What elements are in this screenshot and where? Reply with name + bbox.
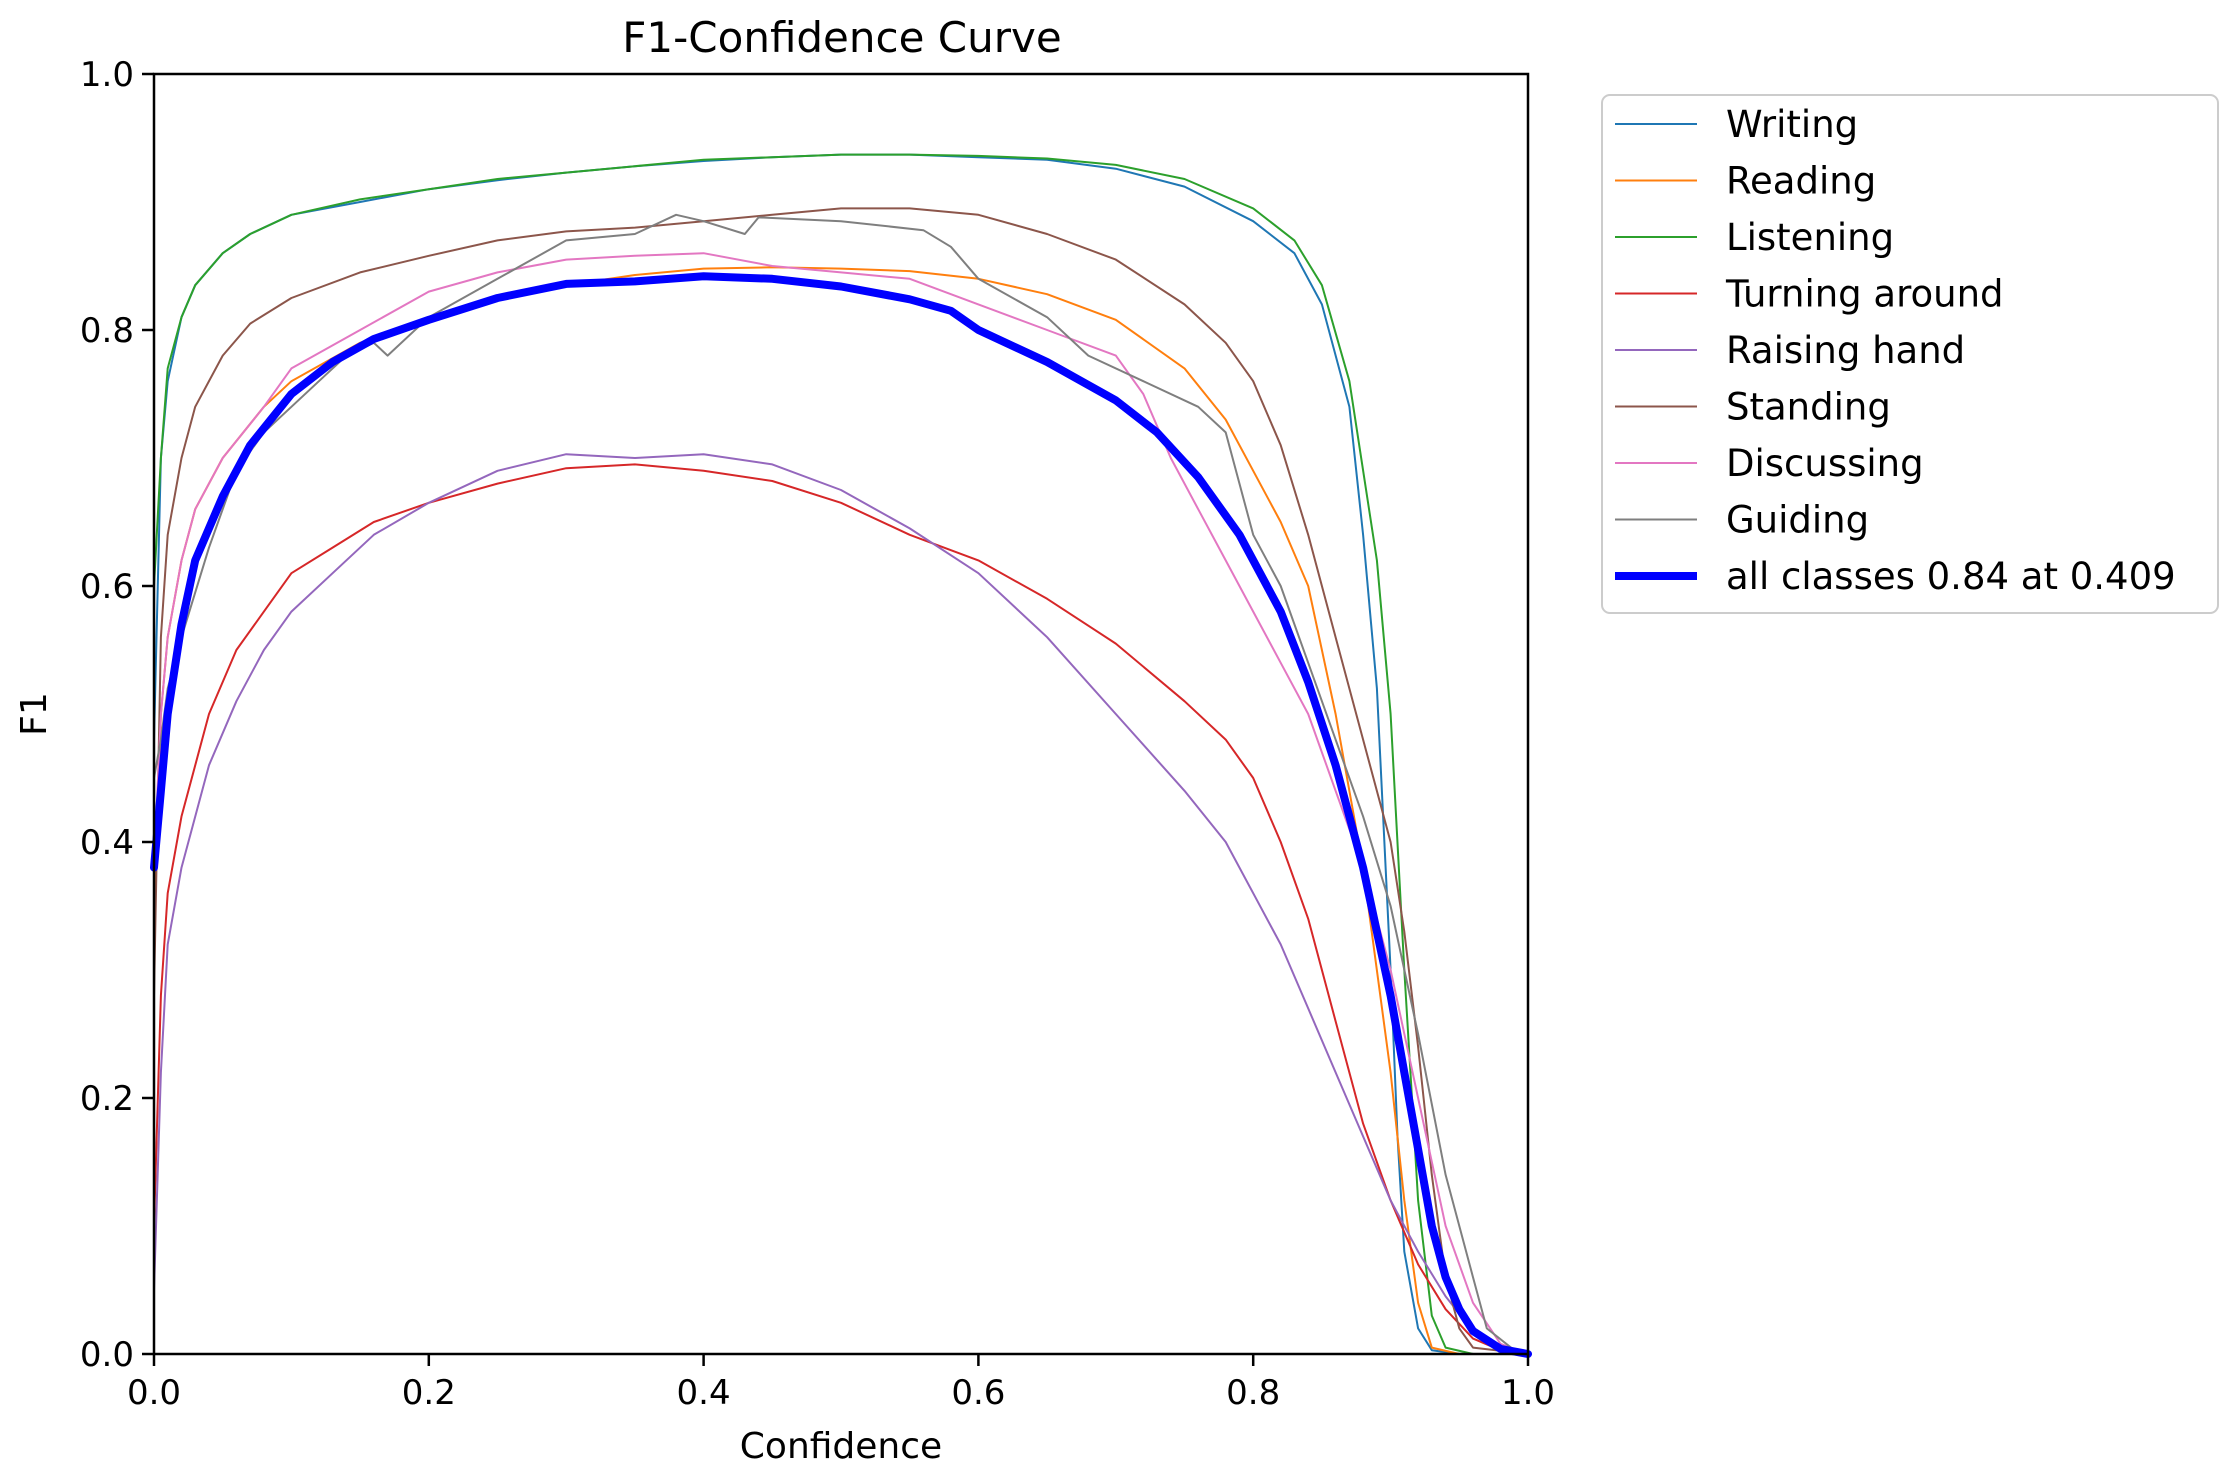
series-lines [150, 153, 1532, 1358]
legend-label-reading: Reading [1726, 160, 1876, 203]
y-tick-label: 0.0 [80, 1335, 134, 1375]
x-tick-label: 0.4 [677, 1373, 731, 1413]
legend-label-writing: Writing [1726, 103, 1858, 146]
legend-box [1601, 94, 2219, 614]
y-tick-label: 0.8 [80, 311, 134, 351]
x-tick-label: 0.6 [951, 1373, 1005, 1413]
x-axis-label: Confidence [740, 1426, 942, 1467]
legend-label-standing: Standing [1726, 386, 1891, 429]
y-tick-label: 0.4 [80, 823, 134, 863]
x-tick-label: 1.0 [1501, 1373, 1555, 1413]
y-axis-label: F1 [14, 692, 55, 736]
series-line-all-classes-0-84-at-0-409 [150, 272, 1532, 1358]
legend-label-discussing: Discussing [1726, 442, 1924, 485]
plot-frame [152, 72, 1530, 1356]
x-tick-label: 0.8 [1226, 1373, 1280, 1413]
x-tick-label: 0.2 [402, 1373, 456, 1413]
y-tick-label: 1.0 [80, 55, 134, 95]
y-tick-label: 0.2 [80, 1079, 134, 1119]
series-line-raising-hand [153, 453, 1529, 1355]
series-line-listening [153, 153, 1529, 1355]
x-axis-ticks: 0.0 0.2 0.4 0.6 0.8 1.0 [127, 1354, 1555, 1413]
series-line-turning-around [153, 463, 1529, 1355]
y-tick-label: 0.6 [80, 567, 134, 607]
legend-label-listening: Listening [1726, 216, 1894, 259]
legend: Writing Reading Listening Turning around Rai… [1601, 94, 2219, 614]
y-axis-ticks: 0.0 0.2 0.4 0.6 0.8 1.0 [80, 55, 154, 1375]
chart-title: F1-Confidence Curve [622, 13, 1061, 62]
x-tick-label: 0.0 [127, 1373, 181, 1413]
legend-label-all-classes-0-84-at-0-409: all classes 0.84 at 0.409 [1726, 555, 2176, 598]
series-line-discussing [153, 252, 1529, 1355]
legend-label-guiding: Guiding [1726, 499, 1869, 542]
legend-label-turning-around: Turning around [1725, 273, 2004, 316]
series-line-guiding [153, 213, 1529, 1355]
legend-label-raising-hand: Raising hand [1726, 329, 1965, 372]
series-line-reading [153, 266, 1529, 1355]
series-line-standing [153, 207, 1529, 1355]
